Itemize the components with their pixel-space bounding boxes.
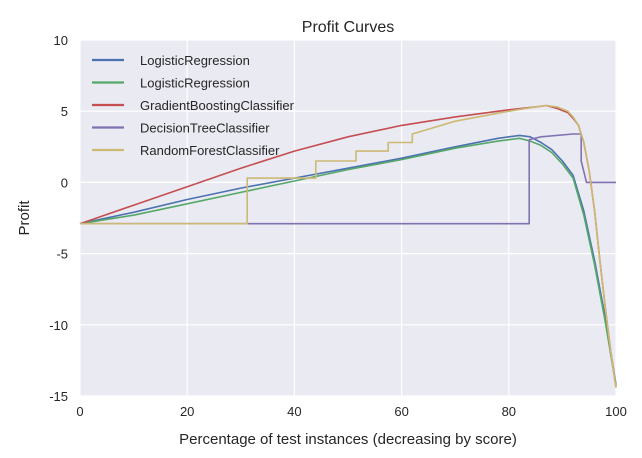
y-tick-label: 5 <box>61 104 68 119</box>
x-tick-label: 20 <box>180 404 194 419</box>
y-tick-label: 10 <box>54 33 68 48</box>
legend: LogisticRegression LogisticRegression Grad… <box>92 53 295 158</box>
plot-area <box>80 40 616 396</box>
x-axis-label: Percentage of test instances (decreasing… <box>179 431 517 448</box>
y-tick-label: -5 <box>56 247 68 262</box>
legend-label-3: GradientBoostingClassifier <box>140 98 295 113</box>
tick-labels: 0 20 40 60 80 100 10 5 0 -5 -10 -15 <box>49 33 627 419</box>
x-tick-label: 40 <box>287 404 301 419</box>
y-tick-label: -10 <box>49 318 68 333</box>
legend-label-2: LogisticRegression <box>140 76 250 91</box>
series-line-4 <box>80 133 616 225</box>
x-tick-label: 80 <box>502 404 516 419</box>
legend-label-4: DecisionTreeClassifier <box>140 121 270 136</box>
legend-label-1: LogisticRegression <box>140 53 250 68</box>
y-tick-label: 0 <box>61 175 68 190</box>
y-tick-label: -15 <box>49 389 68 404</box>
series-line-5 <box>80 104 617 388</box>
chart-title: Profit Curves <box>302 19 394 36</box>
series-line-2 <box>79 137 617 387</box>
grid-lines <box>79 39 617 397</box>
x-tick-label: 0 <box>76 404 83 419</box>
x-tick-label: 100 <box>605 404 627 419</box>
x-tick-label: 60 <box>394 404 408 419</box>
series-line-1 <box>79 134 617 385</box>
y-axis-label: Profit <box>16 200 33 236</box>
legend-label-5: RandomForestClassifier <box>140 143 280 158</box>
series-lines <box>79 104 617 388</box>
